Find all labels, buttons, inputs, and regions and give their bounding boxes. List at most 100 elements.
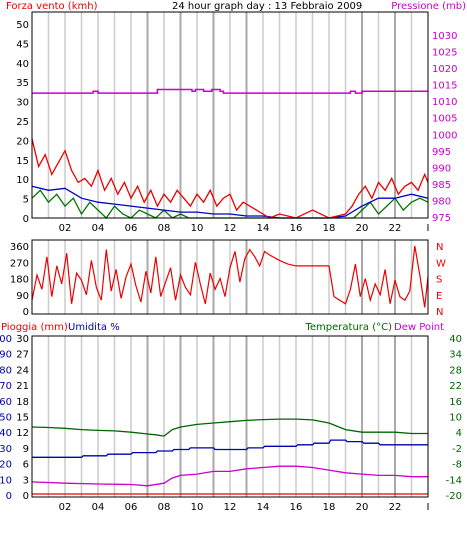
temperature-tick-label: 34 [449, 350, 462, 361]
rain-tick-label: 6 [23, 460, 29, 471]
humidity-tick-label: 100 [0, 334, 12, 345]
wind-tick-label: 10 [16, 175, 29, 186]
pressure-tick-label: 1000 [432, 130, 457, 141]
humidity-tick-label: 20 [0, 460, 12, 471]
x-tick-label: 06 [125, 502, 138, 513]
x-tick-label: 20 [356, 223, 369, 234]
wind-panel-frame [31, 11, 429, 219]
pressure-axis-ticks: 1030 1025 1020 1015 1010 1005 1000 995 990 985 980… [432, 31, 457, 224]
pressure-tick-label: 1020 [432, 64, 457, 75]
x-tick-label: 14 [257, 223, 270, 234]
dew-point-line [31, 465, 428, 487]
x-tick-label: 10 [191, 502, 204, 513]
wind-direction-line [31, 245, 429, 308]
pressure-tick-label: 1005 [432, 114, 457, 125]
wind-tick-label: 0 [23, 214, 29, 225]
pressure-tick-label: 980 [432, 196, 451, 207]
direction-panel-series [31, 245, 429, 308]
x-tick-label: 06 [125, 223, 138, 234]
wind-speed-line [31, 138, 429, 219]
pressure-tick-label: 990 [432, 163, 451, 174]
direction-tick-label: 90 [16, 291, 29, 302]
direction-tick-label: 270 [10, 258, 29, 269]
humidity-axis-label: Umidita % [68, 322, 120, 333]
rain-axis-label: Pioggia (mm) [1, 322, 68, 333]
rain-tick-label: 21 [16, 381, 29, 392]
temperature-tick-label: 4 [456, 428, 462, 439]
dew-point-axis-label: Dew Point [394, 322, 444, 333]
rain-tick-label: 12 [16, 428, 29, 439]
temperature-tick-label: -8 [452, 460, 462, 471]
compass-tick-label: E [436, 291, 442, 302]
x-tick-label: 20 [356, 502, 369, 513]
pressure-tick-label: 1025 [432, 48, 457, 59]
wind-tick-label: 40 [16, 59, 29, 70]
chart-title: 24 hour graph day : 13 Febbraio 2009 [172, 1, 362, 12]
rain-tick-label: 15 [16, 413, 29, 424]
temperature-panel-series [31, 418, 428, 495]
pressure-tick-label: 985 [432, 180, 451, 191]
rain-tick-label: 3 [23, 475, 29, 486]
direction-tick-label: 180 [10, 275, 29, 286]
direction-tick-label: 0 [23, 307, 29, 318]
humidity-tick-label: 70 [0, 381, 12, 392]
humidity-tick-label: 80 [0, 365, 12, 376]
humidity-tick-label: 10 [0, 475, 12, 486]
x-tick-label: 12 [224, 502, 237, 513]
wind-x-axis-ticks: 02 04 06 08 10 12 14 16 18 20 22 I [59, 223, 430, 234]
wind-tick-label: 15 [16, 156, 29, 167]
direction-tick-label: 360 [10, 242, 29, 253]
temperature-panel-frame [31, 335, 429, 498]
temperature-tick-label: -20 [446, 491, 462, 502]
x-tick-label: 08 [158, 502, 171, 513]
wind-axis-label: Forza vento (kmh) [6, 1, 98, 12]
humidity-tick-label: 60 [0, 397, 12, 408]
wind-tick-label: 25 [16, 117, 29, 128]
temperature-tick-label: -2 [452, 444, 462, 455]
compass-tick-label: S [436, 275, 442, 286]
temperature-axis-label: Temperatura (°C) [304, 322, 392, 333]
pressure-axis-label: Pressione (mb) [391, 1, 466, 12]
wind-tick-label: 30 [16, 98, 29, 109]
temperature-tick-label: 22 [449, 381, 462, 392]
compass-tick-label: W [436, 258, 446, 269]
pressure-tick-label: 1015 [432, 81, 457, 92]
rain-tick-label: 9 [23, 444, 29, 455]
rain-tick-label: 18 [16, 397, 29, 408]
x-tick-label: 16 [290, 223, 303, 234]
direction-panel-grid [47, 240, 413, 314]
wind-tick-label: 20 [16, 136, 29, 147]
humidity-line [32, 439, 428, 458]
pressure-tick-label: 1010 [432, 97, 457, 108]
x-tick-label: 08 [158, 223, 171, 234]
wind-panel-grid [47, 12, 413, 218]
x-tick-label: 10 [191, 223, 204, 234]
temperature-line [31, 418, 428, 437]
x-tick-label: 18 [323, 502, 336, 513]
pressure-tick-label: 975 [432, 213, 451, 224]
pressure-tick-label: 1030 [432, 31, 457, 42]
wind-tick-label: 45 [16, 39, 29, 50]
temperature-tick-label: 16 [449, 397, 462, 408]
temperature-tick-label: 28 [449, 365, 462, 376]
temperature-tick-label: -14 [446, 475, 462, 486]
humidity-axis-ticks: 1009080706050403020100 [0, 334, 12, 502]
x-tick-label: 22 [389, 502, 402, 513]
humidity-tick-label: 40 [0, 428, 12, 439]
rain-tick-label: 24 [16, 365, 29, 376]
pressure-line [32, 88, 428, 94]
temperature-tick-label: 10 [449, 413, 462, 424]
x-tick-label: 12 [224, 223, 237, 234]
x-tick-label: I [427, 502, 430, 513]
humidity-tick-label: 0 [6, 491, 12, 502]
temperature-panel-grid [47, 336, 413, 497]
x-tick-label: 04 [92, 223, 105, 234]
x-tick-label: I [427, 223, 430, 234]
x-tick-label: 02 [59, 223, 72, 234]
wind-panel-series [31, 88, 429, 219]
